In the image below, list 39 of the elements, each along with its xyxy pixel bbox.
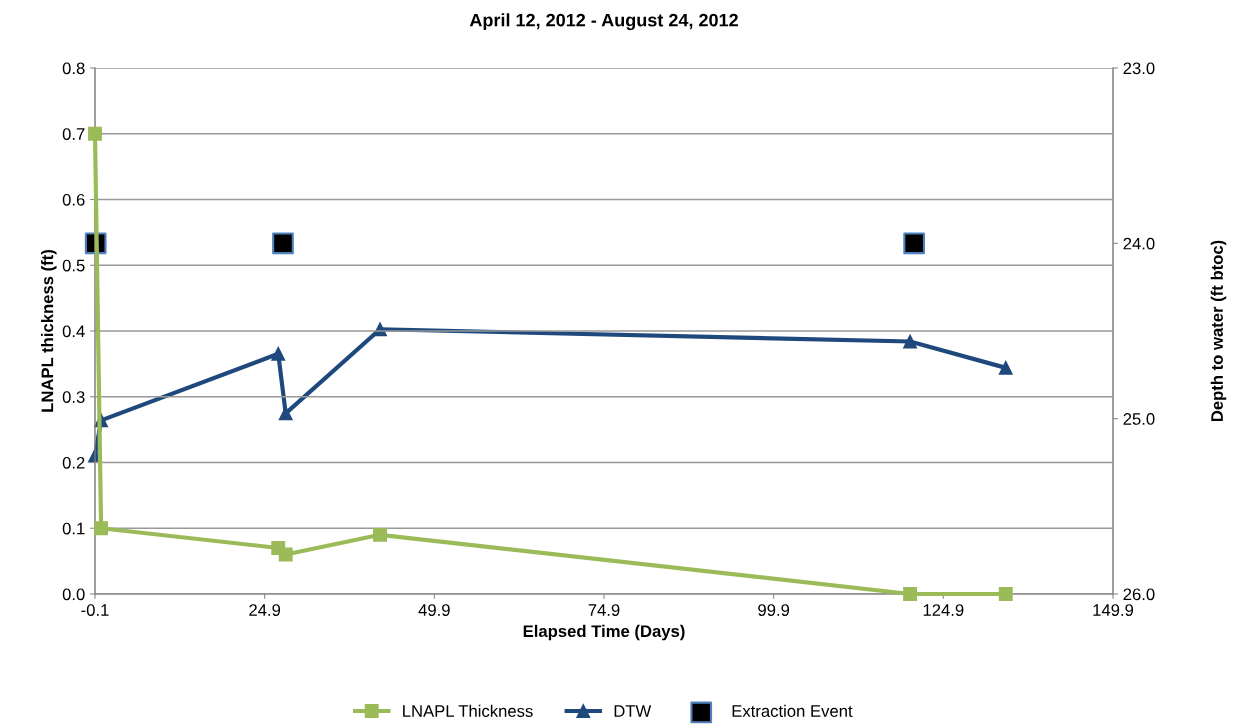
point — [903, 587, 918, 601]
point — [88, 126, 102, 141]
y-tick-label: 0.5 — [62, 259, 85, 272]
y-tick-label: 0.6 — [62, 193, 85, 206]
y2-tick-label: 24.0 — [1123, 237, 1155, 250]
x-tick-label: 49.9 — [418, 604, 450, 616]
point — [903, 334, 918, 349]
y2-tick-label: 25.0 — [1123, 413, 1155, 425]
legend-label: Extraction Event — [732, 704, 853, 717]
point — [903, 232, 926, 255]
y-tick-label: 0.1 — [62, 522, 85, 535]
point — [278, 406, 293, 421]
y-tick-label: 0.8 — [62, 62, 85, 75]
point — [373, 527, 387, 542]
x-tick-label: -0.1 — [81, 604, 109, 616]
x-tick-label: 74.9 — [588, 604, 620, 616]
y-axis-title: LNAPL thickness (ft) — [41, 250, 57, 412]
x-axis-title: Elapsed Time (Days) — [523, 624, 685, 641]
y-tick-label: 0.7 — [62, 128, 85, 140]
legend-label: DTW — [614, 705, 652, 717]
y-tick-label: 0.3 — [62, 391, 85, 403]
point — [998, 360, 1013, 375]
y-tick-label: 0.2 — [62, 456, 85, 469]
x-tick-label: 24.9 — [249, 604, 281, 616]
x-tick-label: 149.9 — [1093, 604, 1134, 616]
point — [94, 521, 109, 536]
x-tick-label: 124.9 — [923, 604, 964, 616]
chart-title: April 12, 2012 - August 24, 2012 — [469, 13, 738, 31]
y-tick-label: 0.0 — [62, 588, 85, 601]
y2-tick-label: 23.0 — [1123, 62, 1155, 75]
y2-tick-label: 26.0 — [1123, 588, 1155, 601]
point — [272, 232, 294, 255]
point — [998, 587, 1013, 601]
legend-label: LNAPL Thickness — [403, 704, 533, 717]
point — [271, 346, 286, 361]
y-tick-label: 0.4 — [62, 325, 85, 338]
point — [278, 547, 293, 562]
x-tick-label: 99.9 — [758, 604, 790, 616]
y2-axis-title: Depth to water (ft btoc) — [1210, 240, 1227, 422]
